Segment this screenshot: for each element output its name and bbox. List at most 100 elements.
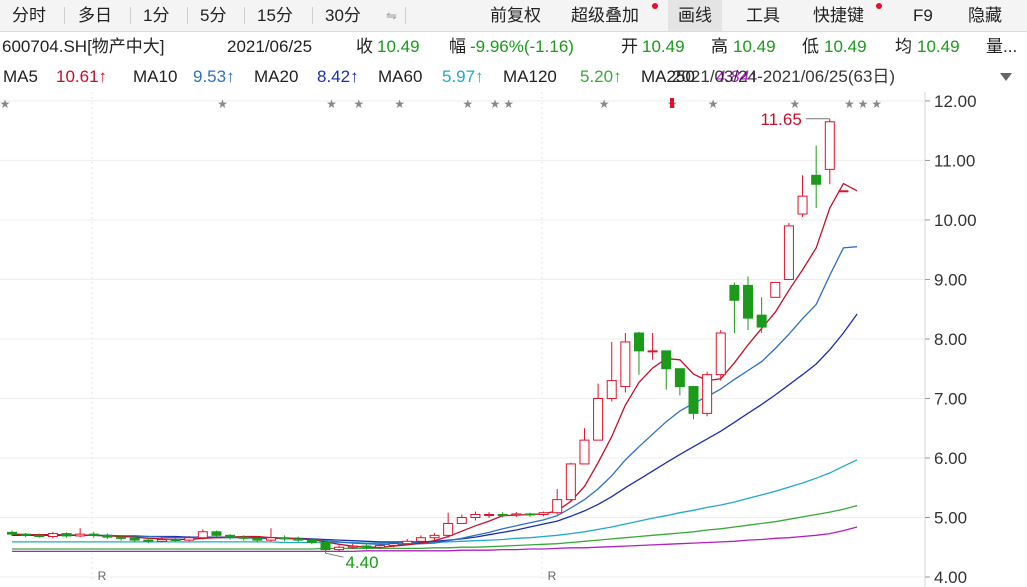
event-star-icon: ★ — [0, 97, 10, 111]
tab-1min[interactable]: 1分 — [143, 6, 170, 25]
chevron-down-icon[interactable] — [993, 66, 1019, 88]
event-star-icon: ★ — [708, 97, 719, 111]
candle-body — [811, 174, 822, 185]
ma5-value: 10.61↑ — [56, 67, 108, 86]
ma-legend-row: MA5 10.61↑ MA10 9.53↑ MA20 8.42↑ MA60 5.… — [0, 62, 1027, 92]
candle-body — [702, 374, 713, 414]
candle-body — [184, 537, 195, 541]
candle-body — [306, 539, 317, 543]
candle-body — [47, 533, 58, 538]
avg-value: 10.49 — [917, 37, 960, 56]
candle-body — [265, 537, 276, 541]
draw-line-button[interactable]: 画线 — [668, 0, 722, 31]
candle-body — [170, 539, 181, 542]
candle-body — [197, 531, 208, 539]
y-tick-label: 6.00 — [934, 449, 967, 468]
y-tick-label: 4.00 — [934, 568, 967, 587]
candle-body — [116, 536, 127, 539]
candle-body — [565, 463, 576, 501]
candle-body — [647, 350, 658, 353]
candle-body — [824, 121, 835, 170]
ma120-line — [12, 504, 858, 550]
candle-body — [415, 537, 426, 542]
candle-body — [429, 534, 440, 539]
candle-body — [783, 225, 794, 280]
ma250-value: 4.84↑ — [716, 67, 758, 86]
low-value: 10.49 — [824, 37, 867, 56]
ma120-value: 5.20↑ — [580, 67, 622, 86]
ma60-line — [12, 459, 858, 544]
stock-code-name: 600704.SH[物产中大] — [2, 37, 165, 56]
ma10-value: 9.53↑ — [193, 67, 235, 86]
candle-body — [661, 350, 672, 370]
more-periods-icon[interactable]: ⇋ — [386, 8, 397, 23]
super-overlay-button[interactable]: 超级叠加 — [571, 6, 639, 25]
y-tick-label: 7.00 — [934, 389, 967, 408]
avg-label: 均 — [895, 37, 912, 56]
event-star-icon: ★ — [599, 97, 610, 111]
candle-body — [729, 284, 740, 301]
kline-chart[interactable]: 12.00 11.00 10.00 9.00 8.00 7.00 6.00 5.00 4.00 ★… — [0, 92, 1027, 587]
event-star-icon: ★ — [353, 97, 364, 111]
adjust-price-button[interactable]: 前复权 — [490, 6, 541, 25]
toolbar-divider — [187, 7, 188, 24]
change-label: 幅 — [449, 37, 466, 56]
candle-body — [361, 545, 372, 548]
candle-body — [402, 540, 413, 545]
candle-body — [7, 531, 17, 535]
y-tick-label: 12.00 — [934, 92, 977, 111]
candle-body — [715, 332, 726, 376]
tools-button[interactable]: 工具 — [746, 6, 780, 25]
candle-body — [347, 545, 358, 548]
candle-body — [375, 544, 386, 548]
notification-dot-icon — [652, 3, 658, 9]
candle-body — [75, 533, 86, 537]
high-marker-label: 11.65 — [761, 110, 802, 129]
shortcut-keys-button[interactable]: 快捷键 — [813, 6, 864, 25]
notification-dot-icon — [876, 3, 882, 9]
candle-body — [606, 380, 617, 399]
candle-body — [238, 536, 249, 539]
candle-body — [688, 386, 699, 414]
candle-body — [538, 512, 549, 516]
event-star-icon: ★ — [394, 97, 405, 111]
candle-body — [129, 537, 140, 541]
quote-date: 2021/06/25 — [227, 37, 313, 56]
candle-body — [756, 314, 767, 328]
candle-body — [156, 539, 167, 542]
candle-body — [211, 531, 222, 536]
ma250-label: MA250 — [641, 67, 695, 86]
candle-body — [838, 190, 849, 193]
candle-body — [293, 538, 304, 541]
close-label: 收 — [356, 37, 373, 56]
ma60-label: MA60 — [378, 67, 423, 86]
event-star-icon: ★ — [462, 97, 473, 111]
candle-body — [88, 533, 99, 536]
toolbar-divider — [130, 7, 131, 24]
open-value: 10.49 — [642, 37, 685, 56]
event-star-icon: ★ — [871, 97, 882, 111]
hide-button[interactable]: 隐藏 — [968, 6, 1002, 25]
candle-body — [484, 514, 495, 517]
tab-multi-day[interactable]: 多日 — [78, 6, 112, 25]
ma5-label: MA5 — [3, 67, 38, 86]
ma250-line — [12, 526, 858, 553]
high-value: 10.49 — [733, 37, 776, 56]
candle-body — [470, 514, 481, 518]
y-tick-label: 11.00 — [934, 151, 975, 170]
f9-button[interactable]: F9 — [913, 6, 933, 25]
y-tick-label: 8.00 — [934, 330, 967, 349]
tab-intraday[interactable]: 分时 — [12, 6, 46, 25]
candle-body — [320, 541, 331, 551]
tab-15min[interactable]: 15分 — [257, 6, 293, 25]
candle-body — [511, 513, 522, 516]
candle-body — [252, 537, 263, 541]
tab-30min[interactable]: 30分 — [325, 6, 361, 25]
y-tick-label: 9.00 — [934, 270, 967, 289]
rights-marker-label: R — [548, 569, 557, 583]
tab-5min[interactable]: 5分 — [200, 6, 227, 25]
event-star-icon: ★ — [844, 97, 855, 111]
date-range-label: 2021/03/24-2021/06/25(63日) — [672, 67, 896, 86]
quote-info-row: 600704.SH[物产中大] 2021/06/25 收 10.49 幅 -9.… — [0, 32, 1027, 62]
event-star-icon: ★ — [490, 97, 501, 111]
